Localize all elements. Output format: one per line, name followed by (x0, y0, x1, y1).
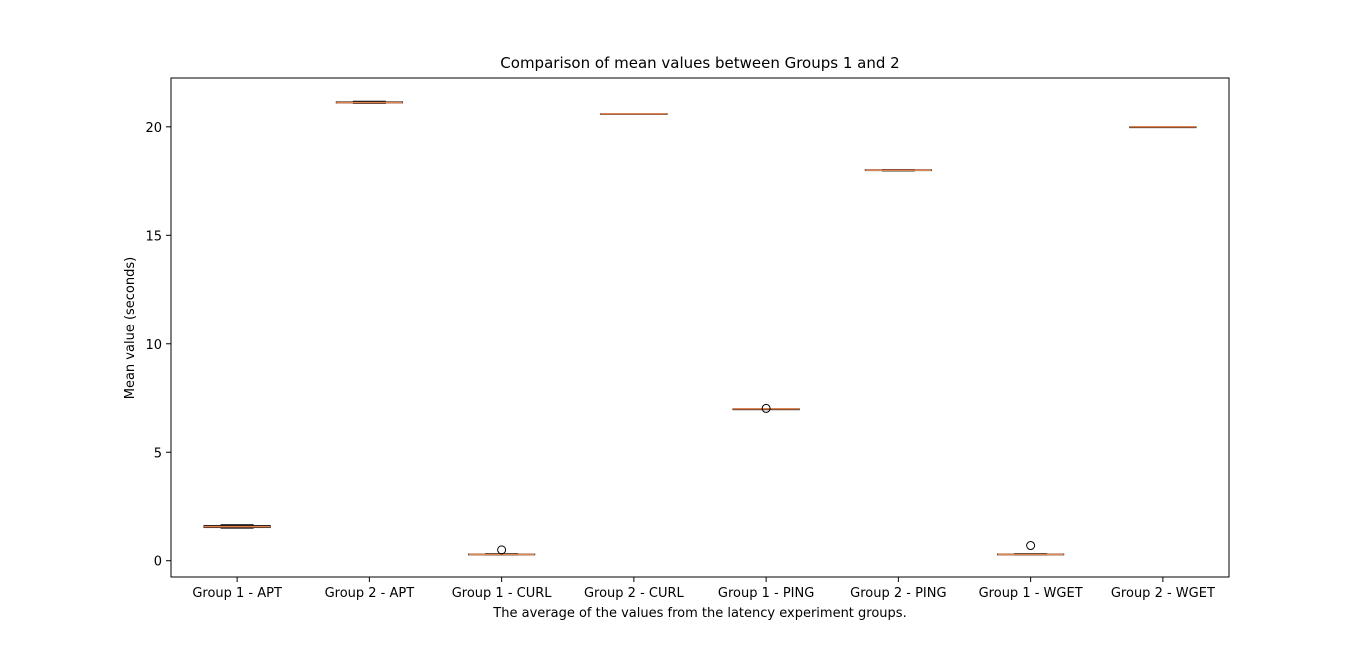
x-tick-label: Group 2 - CURL (584, 586, 685, 601)
x-tick-label: Group 1 - PING (718, 586, 814, 601)
outlier-point (761, 403, 771, 413)
y-tick-label: 0 (154, 555, 162, 570)
x-tick-label: Group 1 - CURL (452, 586, 553, 601)
outlier-point (1026, 541, 1036, 551)
y-tick-label: 15 (145, 229, 162, 244)
y-tick-label: 10 (145, 338, 162, 353)
y-tick-label: 20 (145, 121, 162, 136)
plot-area: 0 5 10 15 20 Group 1 - APT Group 2 - APT Group … (145, 100, 1215, 601)
chart-title: Comparison of mean values between Groups… (500, 54, 899, 72)
x-tick-label: Group 1 - APT (192, 586, 282, 601)
y-axis-label: Mean value (seconds) (123, 257, 138, 399)
x-tick-label: Group 2 - PING (850, 586, 946, 601)
x-tick-label: Group 2 - WGET (1111, 586, 1215, 601)
axes-frame (170, 77, 1230, 578)
x-axis-label: The average of the values from the laten… (492, 606, 906, 621)
x-tick-label: Group 2 - APT (325, 586, 415, 601)
x-tick-label: Group 1 - WGET (979, 586, 1083, 601)
outlier-point (497, 545, 507, 555)
y-tick-label: 5 (154, 446, 162, 461)
